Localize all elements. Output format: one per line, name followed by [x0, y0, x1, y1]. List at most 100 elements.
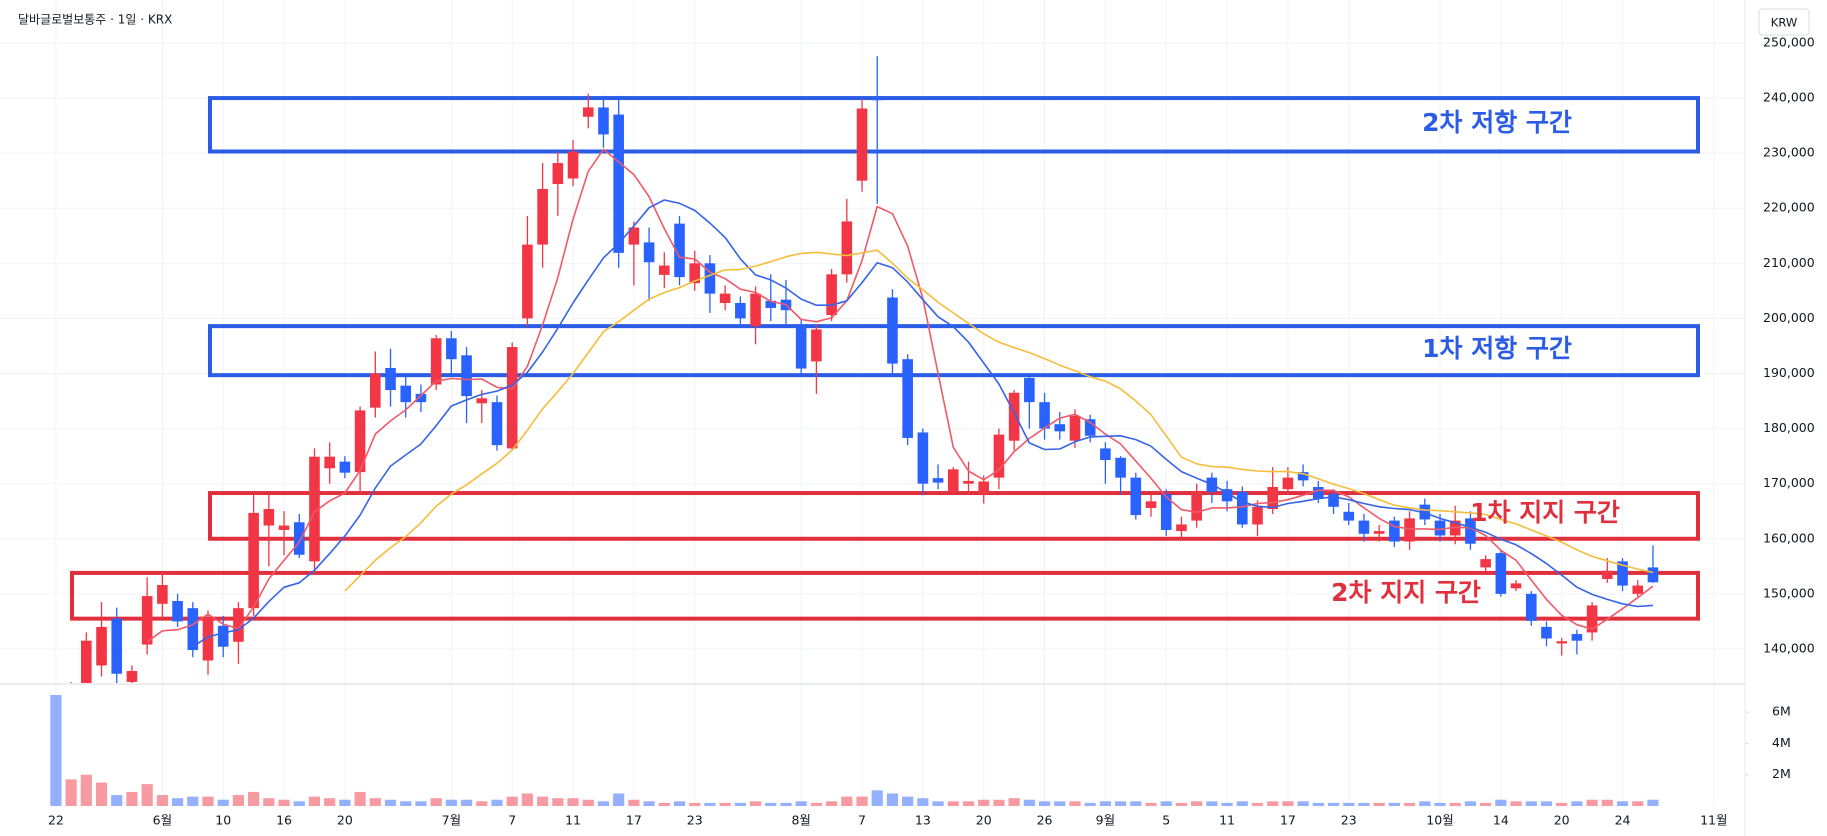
volume-bar [1206, 801, 1218, 806]
volume-bar [1236, 801, 1248, 806]
volume-bar [324, 798, 336, 806]
candle-body [309, 456, 320, 562]
volume-bar [826, 801, 838, 806]
candle-body [1084, 419, 1096, 436]
x-tick-label: 23 [687, 813, 703, 828]
candle-body [157, 585, 168, 604]
volume-bar [1023, 799, 1035, 806]
candle-body [978, 481, 990, 495]
candle-body [385, 367, 396, 391]
volume-bar [1449, 802, 1461, 806]
volume-bar [1297, 801, 1309, 806]
x-tick-label: 20 [976, 813, 992, 828]
volume-bar [1327, 802, 1340, 806]
volume-bar [643, 801, 655, 806]
volume-bar [1388, 802, 1400, 806]
currency-box[interactable] [1758, 8, 1810, 36]
candle-body [1510, 583, 1522, 589]
volume-bar [993, 799, 1005, 806]
candle-body [1221, 489, 1233, 502]
volume-bar [947, 801, 959, 806]
y-tick-label: 250,000 [1763, 34, 1815, 49]
x-tick-label: 20 [337, 813, 353, 828]
candle-body [1054, 424, 1066, 432]
candle-body [1541, 626, 1552, 639]
candle-body [704, 263, 716, 294]
candle-body [613, 114, 624, 253]
candle-body [1465, 518, 1476, 544]
candle-body [811, 329, 822, 362]
candle-body [795, 326, 807, 369]
x-tick-label: 16 [276, 813, 292, 828]
volume-bar [278, 799, 290, 806]
candle-body [1008, 392, 1020, 441]
candle-body [871, 98, 883, 101]
volume-bar [1571, 801, 1583, 806]
candle-body [370, 373, 381, 408]
candle-body [947, 469, 959, 492]
y-tick-label: 160,000 [1763, 530, 1815, 545]
volume-bar [415, 801, 427, 806]
volume-bar [719, 802, 731, 806]
x-tick-label: 13 [915, 813, 931, 828]
candle-body [187, 608, 199, 651]
volume-bar [689, 802, 701, 806]
x-tick-label: 17 [626, 813, 642, 828]
candle-body [598, 107, 609, 135]
axes: 22 6월 10 16 20 7월 7 11 17 23 8월 7 13 20 26 9월 5 11 17 23 10월… [48, 34, 1815, 827]
candle-body [217, 625, 229, 647]
candle-body [537, 188, 548, 245]
y-tick-label: 140,000 [1763, 640, 1815, 655]
candle-body [339, 461, 351, 473]
candle-body [1602, 570, 1613, 579]
price-pane: 2차 저항 구간 1차 저항 구간 1차 지지 구간 2차 지지 구간 [70, 56, 1700, 683]
candle-body [902, 359, 913, 438]
volume-bar [1282, 801, 1294, 806]
volume-bar [1510, 801, 1522, 806]
candle-body [887, 297, 898, 364]
candle-body [522, 244, 533, 319]
volume-bar [932, 801, 944, 806]
y-tick-label: 240,000 [1763, 90, 1815, 105]
volume-bar [476, 801, 488, 806]
volume-bar [582, 799, 594, 806]
volume-bar [1145, 802, 1157, 806]
volume-bar [749, 801, 762, 806]
candle-body [1525, 593, 1537, 621]
moving-average-line [344, 249, 1654, 592]
candle-body [1586, 605, 1598, 633]
volume-bar [1175, 802, 1188, 806]
volume-bar [1495, 799, 1507, 806]
candle-body [1571, 634, 1583, 641]
zone-box [70, 570, 1700, 621]
x-tick-label: 6월 [153, 813, 172, 828]
candle-body [643, 242, 655, 263]
x-tick-label: 7 [508, 813, 516, 828]
candle-body [96, 626, 107, 666]
volume-bar [1480, 802, 1492, 806]
x-tick-label: 22 [48, 813, 64, 828]
candle-body [1100, 448, 1111, 460]
candle-body [1328, 494, 1339, 507]
y-tick-label: 210,000 [1763, 255, 1815, 270]
candle-body [1236, 491, 1248, 525]
x-tick-label: 26 [1037, 813, 1053, 828]
volume-bar [962, 801, 975, 806]
volume-bar [1008, 798, 1020, 806]
volume-bar [1419, 801, 1431, 806]
currency-label[interactable]: KRW [1771, 16, 1797, 30]
y-tick-label: 230,000 [1763, 145, 1815, 160]
x-tick-label: 10 [215, 813, 231, 828]
volume-bar [1586, 799, 1598, 806]
candle-body [1313, 486, 1324, 499]
volume-bar [80, 774, 92, 806]
candle-body [1130, 477, 1142, 516]
candle-body [278, 525, 290, 530]
volume-bar [491, 799, 503, 806]
candle-body [1358, 520, 1370, 534]
candle-body [826, 274, 837, 316]
volume-bar [810, 802, 822, 806]
candle-body [1556, 641, 1567, 644]
candle-body [1145, 501, 1157, 508]
